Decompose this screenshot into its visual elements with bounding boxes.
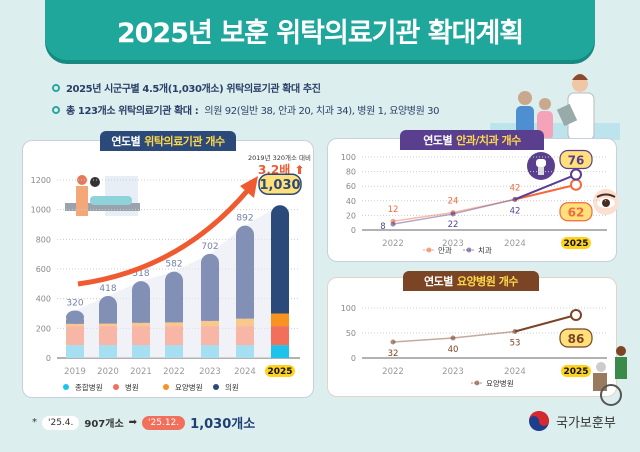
footer-note: * '25.4. 907개소 ➡ '25.12. 1,030개소: [32, 413, 255, 432]
title-prefix: 연도별: [111, 135, 141, 148]
title-prefix: 연도별: [424, 275, 453, 288]
multiplier-value: 3.2배: [258, 163, 291, 177]
from-count: 907개소: [84, 419, 124, 430]
dental-implant-icon: [527, 152, 555, 180]
eye-dental-title: 연도별 안과/치과 개수: [400, 130, 544, 150]
to-date-badge: '25.12.: [142, 415, 186, 430]
from-date-badge: '25.4.: [42, 415, 80, 430]
hospital-bed-illustration: [65, 175, 140, 216]
multiplier-label: 3.2배 ⬆: [258, 161, 305, 178]
bullet-2: 총 123개소 위탁의료기관 확대 : 의원 92(일반 38, 안과 20, 치…: [52, 102, 440, 117]
ministry-name: 국가보훈부: [556, 415, 616, 431]
facility-count-title: 연도별 위탁의료기관 개수: [100, 131, 236, 151]
title-prefix: 연도별: [423, 134, 453, 147]
title-highlight: 안과/치과 개수: [456, 134, 521, 147]
bullet-1: 2025년 시군구별 4.5개(1,030개소) 위탁의료기관 확대 추진: [52, 80, 321, 95]
wheelchair-illustration: [593, 346, 627, 406]
title-highlight: 요양병원 개수: [456, 275, 519, 288]
to-count: 1,030개소: [190, 417, 256, 432]
arrow-up-icon: ⬆: [294, 163, 305, 177]
page-title: 2025년 보훈 위탁의료기관 확대계획: [45, 0, 595, 60]
bullet-text: 2025년 시군구별 4.5개(1,030개소) 위탁의료기관 확대 추진: [66, 84, 321, 95]
nursing-hospital-panel: [327, 277, 617, 397]
title-highlight: 위탁의료기관 개수: [144, 135, 225, 148]
taegeuk-logo-icon: [529, 411, 549, 431]
bullet-detail: 의원 92(일반 38, 안과 20, 치과 34), 병원 1, 요양병원 3…: [204, 106, 440, 117]
asterisk: *: [32, 417, 37, 428]
comparison-note: 2019년 320개소 대비: [248, 154, 311, 162]
eye-icon: [593, 189, 619, 215]
nursing-hospital-title: 연도별 요양병원 개수: [403, 271, 539, 291]
bullet-text: 총 123개소 위탁의료기관 확대 :: [66, 106, 199, 117]
arrow-right-icon: ➡: [128, 417, 138, 428]
eye-dental-panel: [327, 138, 617, 262]
bullet-icon: [52, 105, 60, 114]
bullet-icon: [52, 83, 60, 92]
ministry-logo: 국가보훈부: [528, 410, 616, 432]
